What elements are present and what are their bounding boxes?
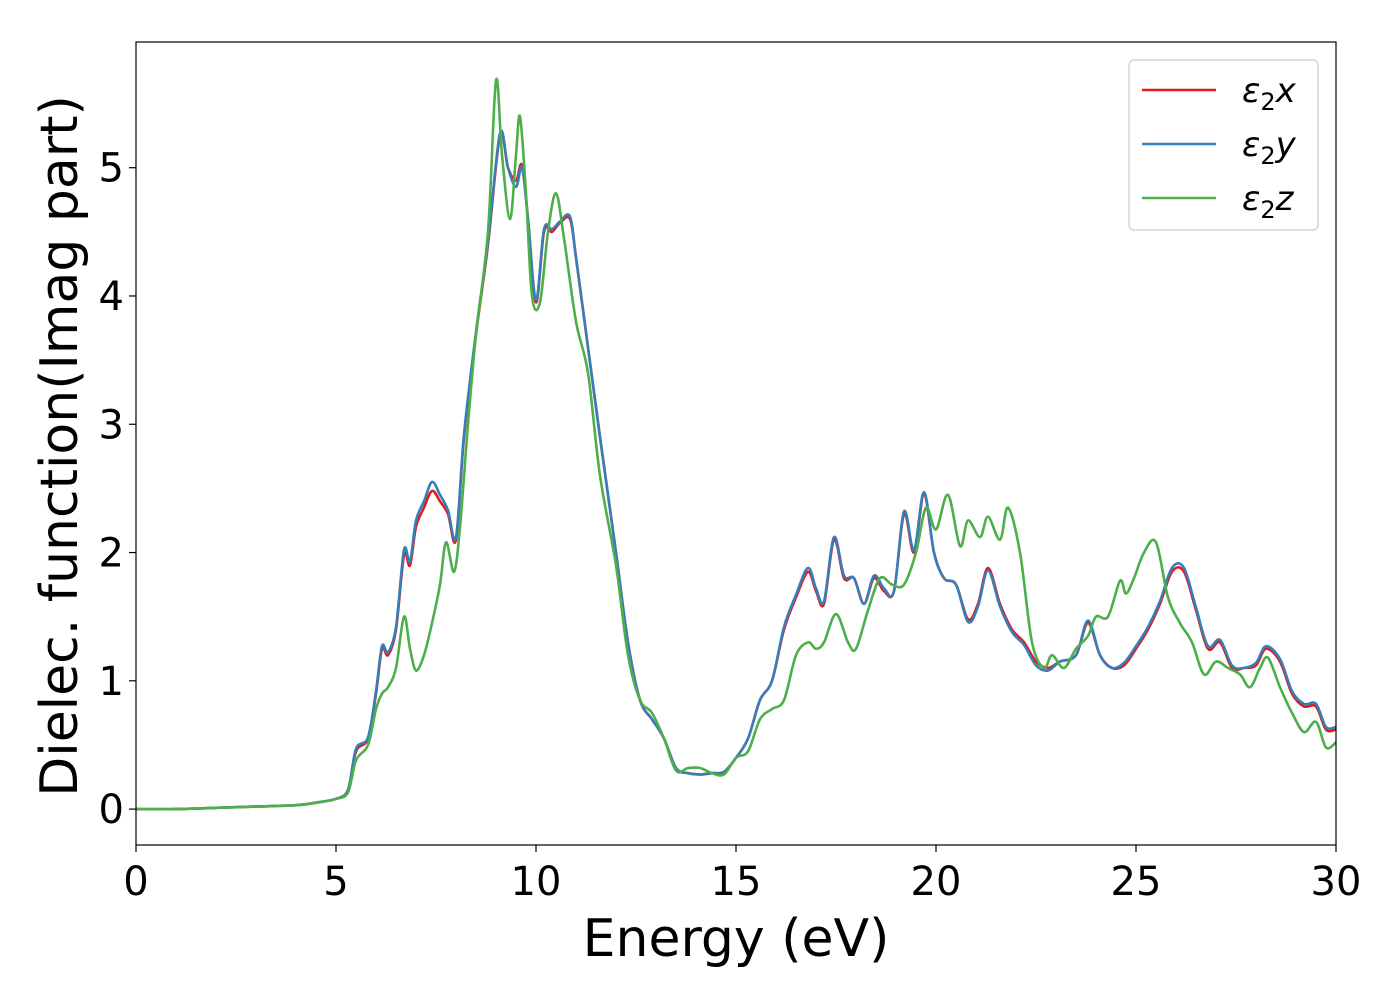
y-axis-title: Dielec. function(Imag part) (30, 95, 90, 797)
x-tick-label: 15 (711, 859, 762, 905)
x-axis-title: Energy (eV) (583, 909, 890, 969)
x-tick-label: 10 (511, 859, 562, 905)
y-tick-label: 3 (99, 402, 124, 448)
legend-frame (1128, 59, 1319, 231)
x-tick-label: 20 (911, 859, 962, 905)
legend-label-y: ε2y (1242, 125, 1297, 170)
y-tick-label: 0 (99, 787, 124, 833)
series-layer (135, 77, 1337, 811)
x-tick-label: 5 (323, 859, 348, 905)
x-axis: 0 5 10 15 20 25 30 (123, 845, 1361, 905)
legend: ε2x ε2y ε2z (1128, 59, 1319, 231)
x-tick-label: 25 (1111, 859, 1162, 905)
y-tick-label: 4 (99, 274, 124, 320)
legend-label-z: ε2z (1242, 179, 1295, 224)
y-tick-label: 5 (99, 146, 124, 192)
series-line-y (135, 129, 1337, 811)
x-tick-label: 0 (123, 859, 148, 905)
y-tick-label: 1 (99, 659, 124, 705)
legend-label-x: ε2x (1242, 71, 1297, 116)
y-axis: 0 1 2 3 4 5 (99, 146, 136, 833)
series-line-z (135, 77, 1337, 811)
x-tick-label: 30 (1311, 859, 1362, 905)
y-tick-label: 2 (99, 531, 124, 577)
